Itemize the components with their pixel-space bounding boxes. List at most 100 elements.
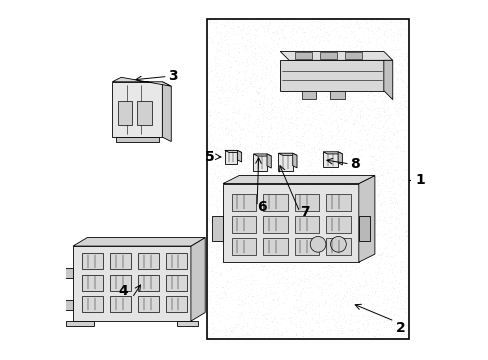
Point xyxy=(204,312,212,318)
Point xyxy=(285,35,293,40)
Point xyxy=(246,20,254,26)
Point xyxy=(374,335,382,341)
Point xyxy=(316,100,324,105)
Point xyxy=(288,175,296,181)
Point xyxy=(227,304,235,310)
Point xyxy=(248,273,256,279)
Point xyxy=(298,88,305,94)
Point xyxy=(346,86,354,91)
Point xyxy=(332,115,340,121)
Point xyxy=(395,45,403,51)
Point xyxy=(294,229,302,234)
Point xyxy=(308,168,316,174)
Point xyxy=(335,172,343,178)
Point xyxy=(380,128,388,134)
Point xyxy=(276,208,284,213)
Point xyxy=(290,263,298,269)
Point xyxy=(237,130,244,136)
Point xyxy=(329,180,337,186)
Point xyxy=(285,228,293,233)
Point xyxy=(359,89,367,95)
Point xyxy=(337,200,345,206)
Point xyxy=(271,202,279,208)
Point xyxy=(390,195,398,201)
Point xyxy=(392,77,400,83)
Point xyxy=(280,69,288,75)
Point xyxy=(381,28,389,33)
Point xyxy=(241,77,248,83)
Point xyxy=(287,283,295,288)
Point xyxy=(353,113,361,119)
Point xyxy=(241,157,248,162)
Point xyxy=(291,321,299,327)
Point xyxy=(247,278,255,283)
Point xyxy=(216,43,224,49)
Point xyxy=(287,236,295,242)
Point xyxy=(322,260,329,266)
Point xyxy=(315,275,323,281)
Point xyxy=(227,109,235,115)
Point xyxy=(403,253,411,258)
Point xyxy=(217,182,224,188)
Point xyxy=(258,103,265,108)
Point xyxy=(282,168,290,174)
Point xyxy=(285,129,293,134)
Point xyxy=(249,53,257,59)
Point xyxy=(311,275,319,281)
Point xyxy=(267,247,275,252)
Point xyxy=(234,68,242,74)
Point xyxy=(250,51,258,57)
Point xyxy=(326,234,334,240)
Point xyxy=(217,99,224,104)
Point xyxy=(248,281,256,287)
Point xyxy=(216,203,224,208)
Point xyxy=(301,188,308,193)
Point xyxy=(383,190,390,196)
Point xyxy=(218,155,225,161)
Point xyxy=(243,37,250,43)
Point xyxy=(211,193,219,199)
Point xyxy=(227,146,235,152)
Point xyxy=(324,309,331,315)
Point xyxy=(386,138,394,144)
Point xyxy=(286,247,294,252)
Point xyxy=(346,327,353,333)
Point xyxy=(379,218,387,224)
Point xyxy=(361,147,368,153)
Point xyxy=(331,125,339,131)
Point xyxy=(287,67,295,72)
Point xyxy=(307,145,315,150)
Point xyxy=(210,57,218,62)
Point xyxy=(272,29,280,35)
Point xyxy=(326,90,334,95)
Point xyxy=(325,205,332,211)
Point xyxy=(224,167,232,173)
Point xyxy=(384,135,392,140)
Point xyxy=(382,217,389,223)
Point xyxy=(228,273,236,279)
Point xyxy=(374,331,382,337)
Point xyxy=(400,223,407,229)
Point xyxy=(240,164,247,170)
Point xyxy=(332,177,340,183)
Point xyxy=(334,250,342,256)
Point xyxy=(346,271,354,277)
Point xyxy=(337,252,345,258)
Point xyxy=(384,166,391,172)
Point xyxy=(309,26,317,31)
Point xyxy=(259,107,266,113)
Point xyxy=(363,79,371,85)
Point xyxy=(233,230,241,236)
Point xyxy=(364,323,371,328)
Point xyxy=(372,261,380,267)
Point xyxy=(272,130,280,135)
Point xyxy=(363,137,370,143)
Point xyxy=(303,238,310,244)
Point xyxy=(284,129,292,135)
Point xyxy=(302,266,310,271)
Point xyxy=(275,302,283,307)
Point xyxy=(256,243,264,248)
Point xyxy=(294,26,302,31)
Point xyxy=(324,137,332,143)
Point xyxy=(279,45,286,50)
